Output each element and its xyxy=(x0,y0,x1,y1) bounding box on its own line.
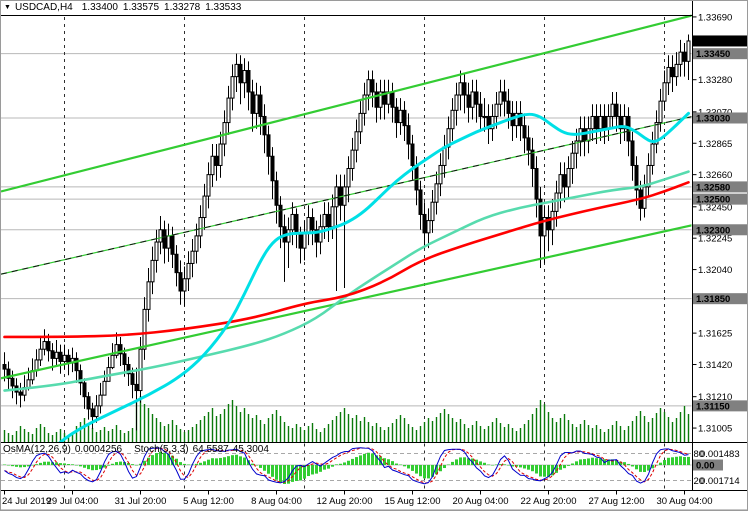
osma-scale-label: 0.001714 xyxy=(700,476,740,487)
price-badge-label: 1.33450 xyxy=(696,49,730,60)
price-badge-label: 1.32580 xyxy=(696,182,730,193)
candles-layer xyxy=(2,34,691,431)
price-tick-label: 1.32450 xyxy=(698,202,732,213)
time-tick-label: 15 Aug 12:00 xyxy=(385,496,441,507)
stoch-name-label: Stoch(5,3,3) xyxy=(134,444,189,455)
osma-name-label: OsMA(12,26,9) xyxy=(3,444,71,455)
time-tick-label: 22 Aug 20:00 xyxy=(521,496,577,507)
time-tick-label: 12 Aug 20:00 xyxy=(317,496,373,507)
trendlines xyxy=(1,14,692,380)
price-badge-label: 1.32300 xyxy=(696,225,730,236)
level-price-badge xyxy=(693,112,747,124)
level-price-badge xyxy=(693,193,747,205)
osma-scale-label: 0.001483 xyxy=(700,449,740,460)
support-resistance-lines xyxy=(1,53,692,407)
ma-slow-red-line xyxy=(3,181,690,339)
time-tick-label: 27 Aug 12:00 xyxy=(589,496,645,507)
stoch-level-label: 20 xyxy=(694,476,705,487)
stoch-value-1: 64.5587 xyxy=(192,444,229,455)
low-value: 1.33278 xyxy=(164,2,201,13)
price-badge-label: 1.31850 xyxy=(696,294,730,305)
stoch-level-label: 80 xyxy=(694,449,705,460)
osma-value-label: 0.0004256 xyxy=(74,444,123,455)
price-tick-label: 1.32865 xyxy=(698,139,732,150)
ma-mid-mint-line xyxy=(3,170,690,392)
price-tick-label: 1.31420 xyxy=(698,360,732,371)
time-tick-label: 8 Aug 04:00 xyxy=(251,496,302,507)
price-axis[interactable]: 1.336901.332801.330701.328651.326601.324… xyxy=(692,12,748,435)
volume-histogram xyxy=(3,396,690,442)
price-tick-label: 1.32660 xyxy=(698,170,732,181)
price-tick-label: 1.31625 xyxy=(698,329,732,340)
symbol-period-label: USDCAD,H4 xyxy=(14,2,73,13)
time-tick-label: 24 Jul 2019 xyxy=(2,496,51,507)
open-value: 1.33400 xyxy=(81,2,118,13)
time-tick-label: 31 Jul 20:00 xyxy=(115,496,167,507)
level-price-badge xyxy=(693,293,747,305)
price-tick-label: 1.32245 xyxy=(698,234,732,245)
price-tick-label: 1.33690 xyxy=(698,12,732,23)
price-tick-label: 1.32040 xyxy=(698,265,732,276)
level-price-badge xyxy=(693,400,747,412)
price-tick-label: 1.31005 xyxy=(698,424,732,435)
time-tick-label: 20 Aug 04:00 xyxy=(453,496,509,507)
indicator-label: OsMA(12,26,9) 0.0004256 Stoch(5,3,3) 64.558… xyxy=(3,444,269,455)
time-tick-label: 29 Jul 04:00 xyxy=(47,496,99,507)
ma-fast-cyan-line xyxy=(58,111,690,442)
osma-zero-label: 0.00 xyxy=(696,461,715,472)
price-badge-label: 1.31150 xyxy=(696,401,730,412)
high-value: 1.33575 xyxy=(122,2,160,13)
stoch-value-2: 45.3004 xyxy=(232,444,269,455)
last-price-badge xyxy=(693,35,747,47)
stochastic-lines xyxy=(4,447,689,485)
time-tick-label: 5 Aug 12:00 xyxy=(183,496,234,507)
level-price-badge xyxy=(693,224,747,236)
price-tick-label: 1.31210 xyxy=(698,392,732,403)
osma-zero-badge xyxy=(693,459,723,471)
chart-title: ▼ USDCAD,H4 1.33400 1.33575 1.33278 1.33533 xyxy=(4,2,241,13)
indicator-axis[interactable]: 800.001483 200.001714 0.00 xyxy=(693,449,740,487)
price-badge-label: 1.32500 xyxy=(696,195,730,206)
close-value: 1.33533 xyxy=(205,2,242,13)
chevron-down-icon[interactable]: ▼ xyxy=(4,4,11,11)
level-price-badge xyxy=(693,48,747,60)
time-tick-label: 30 Aug 04:00 xyxy=(657,496,713,507)
price-badge-label: 1.33030 xyxy=(696,113,730,124)
price-tick-label: 1.33280 xyxy=(698,75,732,86)
level-price-badge xyxy=(693,181,747,193)
price-badge-label: 1.33533 xyxy=(696,36,730,47)
